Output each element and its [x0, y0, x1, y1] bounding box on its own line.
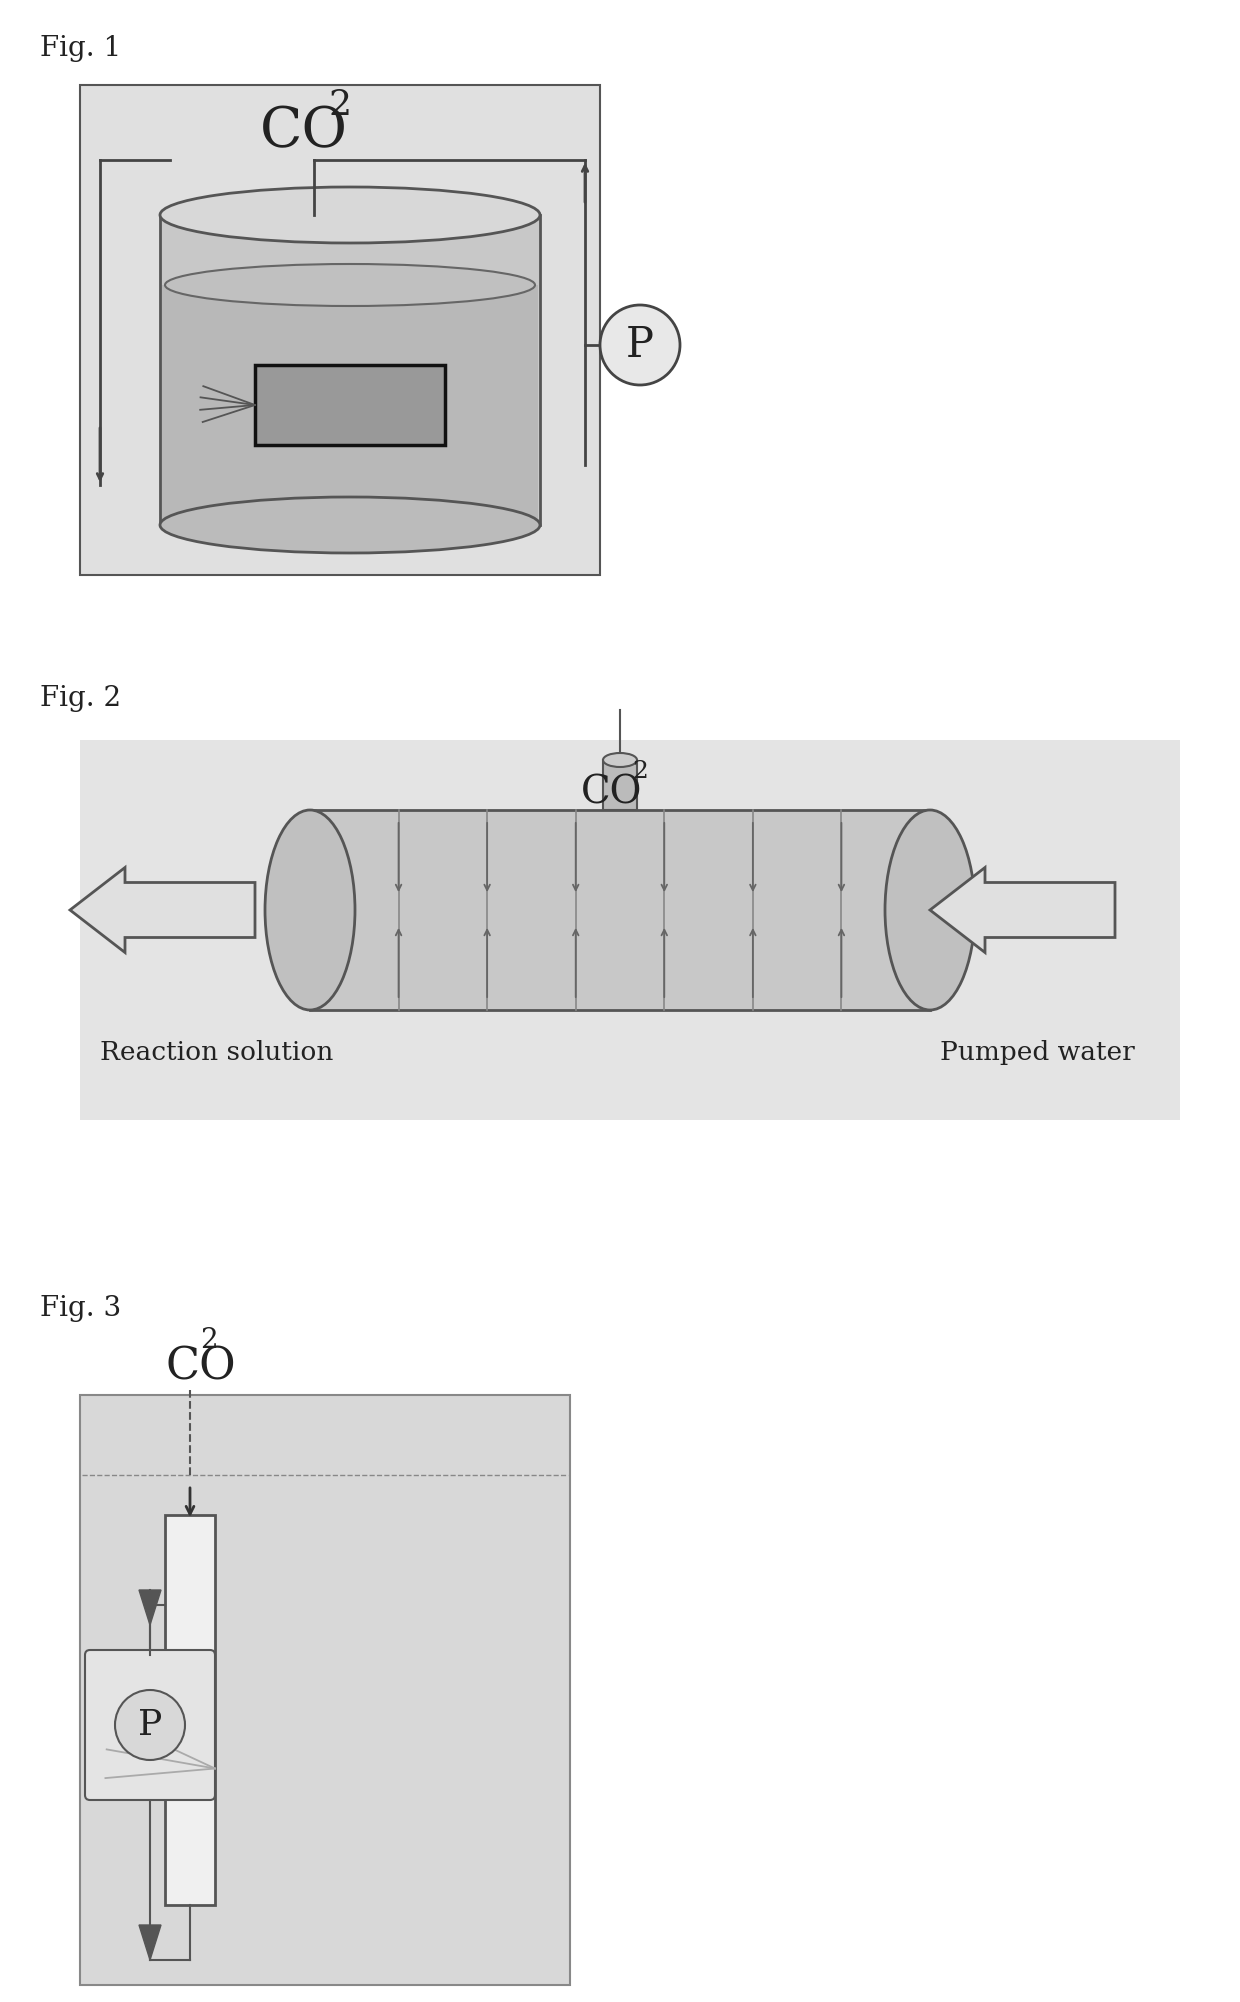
FancyArrow shape [930, 867, 1115, 953]
Text: CO: CO [260, 104, 348, 160]
Bar [81, 741, 1180, 1119]
Text: Pumped water: Pumped water [940, 1039, 1135, 1065]
FancyArrow shape [69, 867, 255, 953]
FancyBboxPatch shape [86, 1650, 215, 1800]
Bar [162, 284, 538, 523]
Bar [165, 1516, 215, 1906]
Text: Fig. 1: Fig. 1 [40, 34, 122, 62]
Text: 2: 2 [632, 761, 649, 783]
Ellipse shape [165, 264, 534, 306]
Text: CO: CO [582, 775, 642, 813]
Ellipse shape [160, 496, 539, 553]
Text: P: P [138, 1708, 162, 1742]
Ellipse shape [160, 186, 539, 242]
Bar [310, 811, 930, 1009]
Text: Fig. 3: Fig. 3 [40, 1295, 122, 1321]
Text: 2: 2 [329, 88, 351, 122]
Text: Reaction solution: Reaction solution [100, 1039, 334, 1065]
Polygon shape [139, 1590, 161, 1626]
Ellipse shape [885, 811, 975, 1009]
Circle shape [115, 1690, 185, 1760]
Bar [603, 761, 637, 811]
Text: 2: 2 [200, 1327, 218, 1353]
Ellipse shape [265, 811, 355, 1009]
Bar [81, 84, 600, 575]
Text: P: P [626, 324, 653, 366]
Bar [255, 364, 445, 444]
Text: Fig. 2: Fig. 2 [40, 685, 122, 713]
Ellipse shape [603, 753, 637, 767]
Bar [81, 1395, 570, 1986]
Text: CO: CO [165, 1345, 236, 1387]
Polygon shape [139, 1926, 161, 1960]
Circle shape [600, 304, 680, 384]
Bar [160, 214, 539, 525]
